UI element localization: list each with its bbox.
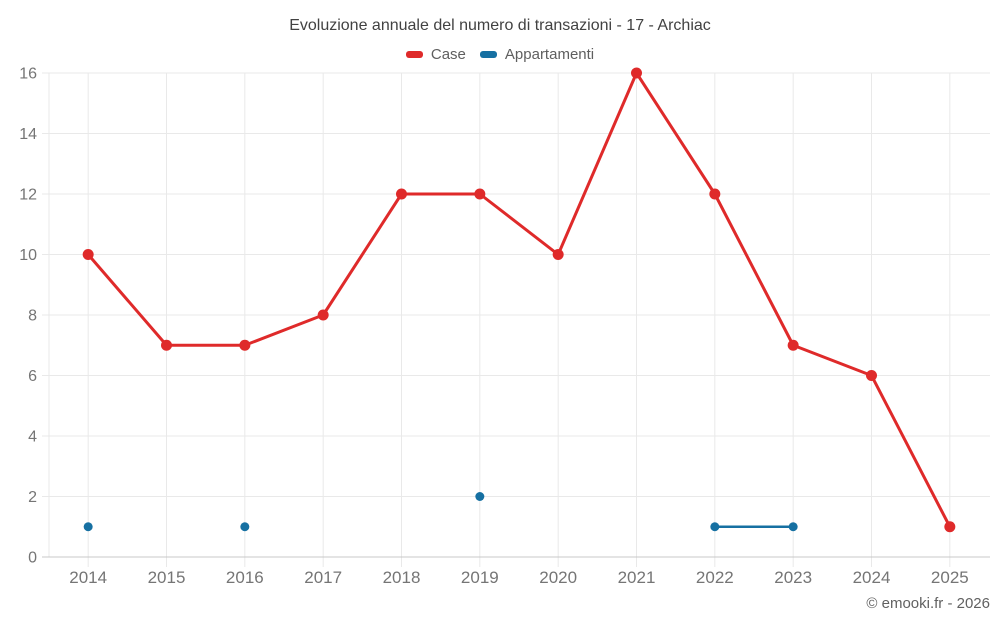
case-data-point[interactable]	[631, 67, 642, 79]
case-series-line	[86, 253, 168, 347]
case-data-point[interactable]	[239, 339, 251, 351]
y-axis-label: 6	[28, 368, 37, 385]
x-axis-label: 2025	[931, 568, 969, 587]
case-series-line	[791, 343, 873, 377]
chart-legend: Case Appartamenti	[0, 46, 1000, 63]
x-axis-label: 2022	[696, 568, 734, 587]
y-axis-label: 10	[19, 247, 37, 264]
y-axis-label: 0	[28, 550, 37, 567]
x-axis-label: 2023	[774, 568, 812, 587]
y-axis-label: 2	[28, 489, 37, 506]
x-axis-label: 2024	[853, 568, 891, 587]
case-data-point[interactable]	[552, 249, 564, 260]
y-axis-label: 16	[19, 66, 37, 83]
case-series-line	[478, 192, 560, 256]
appartamenti-data-point[interactable]	[240, 522, 250, 532]
case-data-point[interactable]	[396, 188, 407, 200]
legend-label-appartamenti: Appartamenti	[504, 46, 595, 63]
case-data-point[interactable]	[866, 370, 877, 381]
case-data-point[interactable]	[161, 339, 172, 351]
case-series-line	[556, 71, 638, 256]
legend-item-appartamenti[interactable]: Appartamenti	[479, 46, 595, 63]
case-data-point[interactable]	[317, 309, 329, 321]
y-axis-label: 8	[28, 308, 37, 325]
x-axis-label: 2018	[383, 568, 421, 587]
x-axis-label: 2017	[304, 568, 342, 587]
case-data-point[interactable]	[944, 521, 956, 533]
y-axis-label: 12	[19, 187, 37, 204]
case-data-point[interactable]	[709, 188, 721, 200]
appartamenti-data-point[interactable]	[475, 492, 485, 501]
y-axis-label: 4	[28, 429, 37, 446]
copyright-text: © emooki.fr - 2026	[866, 595, 990, 612]
x-axis-label: 2014	[69, 568, 107, 587]
appartamenti-data-point[interactable]	[83, 522, 93, 532]
appartamenti-data-point[interactable]	[710, 522, 720, 532]
case-data-point[interactable]	[82, 249, 94, 260]
legend-item-case[interactable]: Case	[405, 46, 466, 63]
case-series-line	[243, 313, 325, 347]
y-axis-label: 14	[19, 126, 37, 143]
case-series-line	[870, 374, 952, 529]
appartamenti-data-point[interactable]	[788, 522, 798, 532]
x-axis-label: 2019	[461, 568, 499, 587]
case-data-point[interactable]	[474, 188, 486, 200]
case-data-point[interactable]	[787, 339, 799, 351]
chart-title: Evoluzione annuale del numero di transaz…	[289, 17, 711, 34]
case-series-line	[713, 192, 795, 347]
x-axis-label: 2021	[618, 568, 656, 587]
appartamenti-legend-swatch-icon	[479, 51, 497, 58]
x-axis-label: 2016	[226, 568, 264, 587]
x-axis-label: 2020	[539, 568, 577, 587]
legend-label-case: Case	[430, 46, 466, 63]
x-axis-label: 2015	[148, 568, 186, 587]
case-series-line	[635, 71, 717, 196]
case-series-line	[321, 192, 403, 317]
case-legend-swatch-icon	[405, 51, 423, 58]
